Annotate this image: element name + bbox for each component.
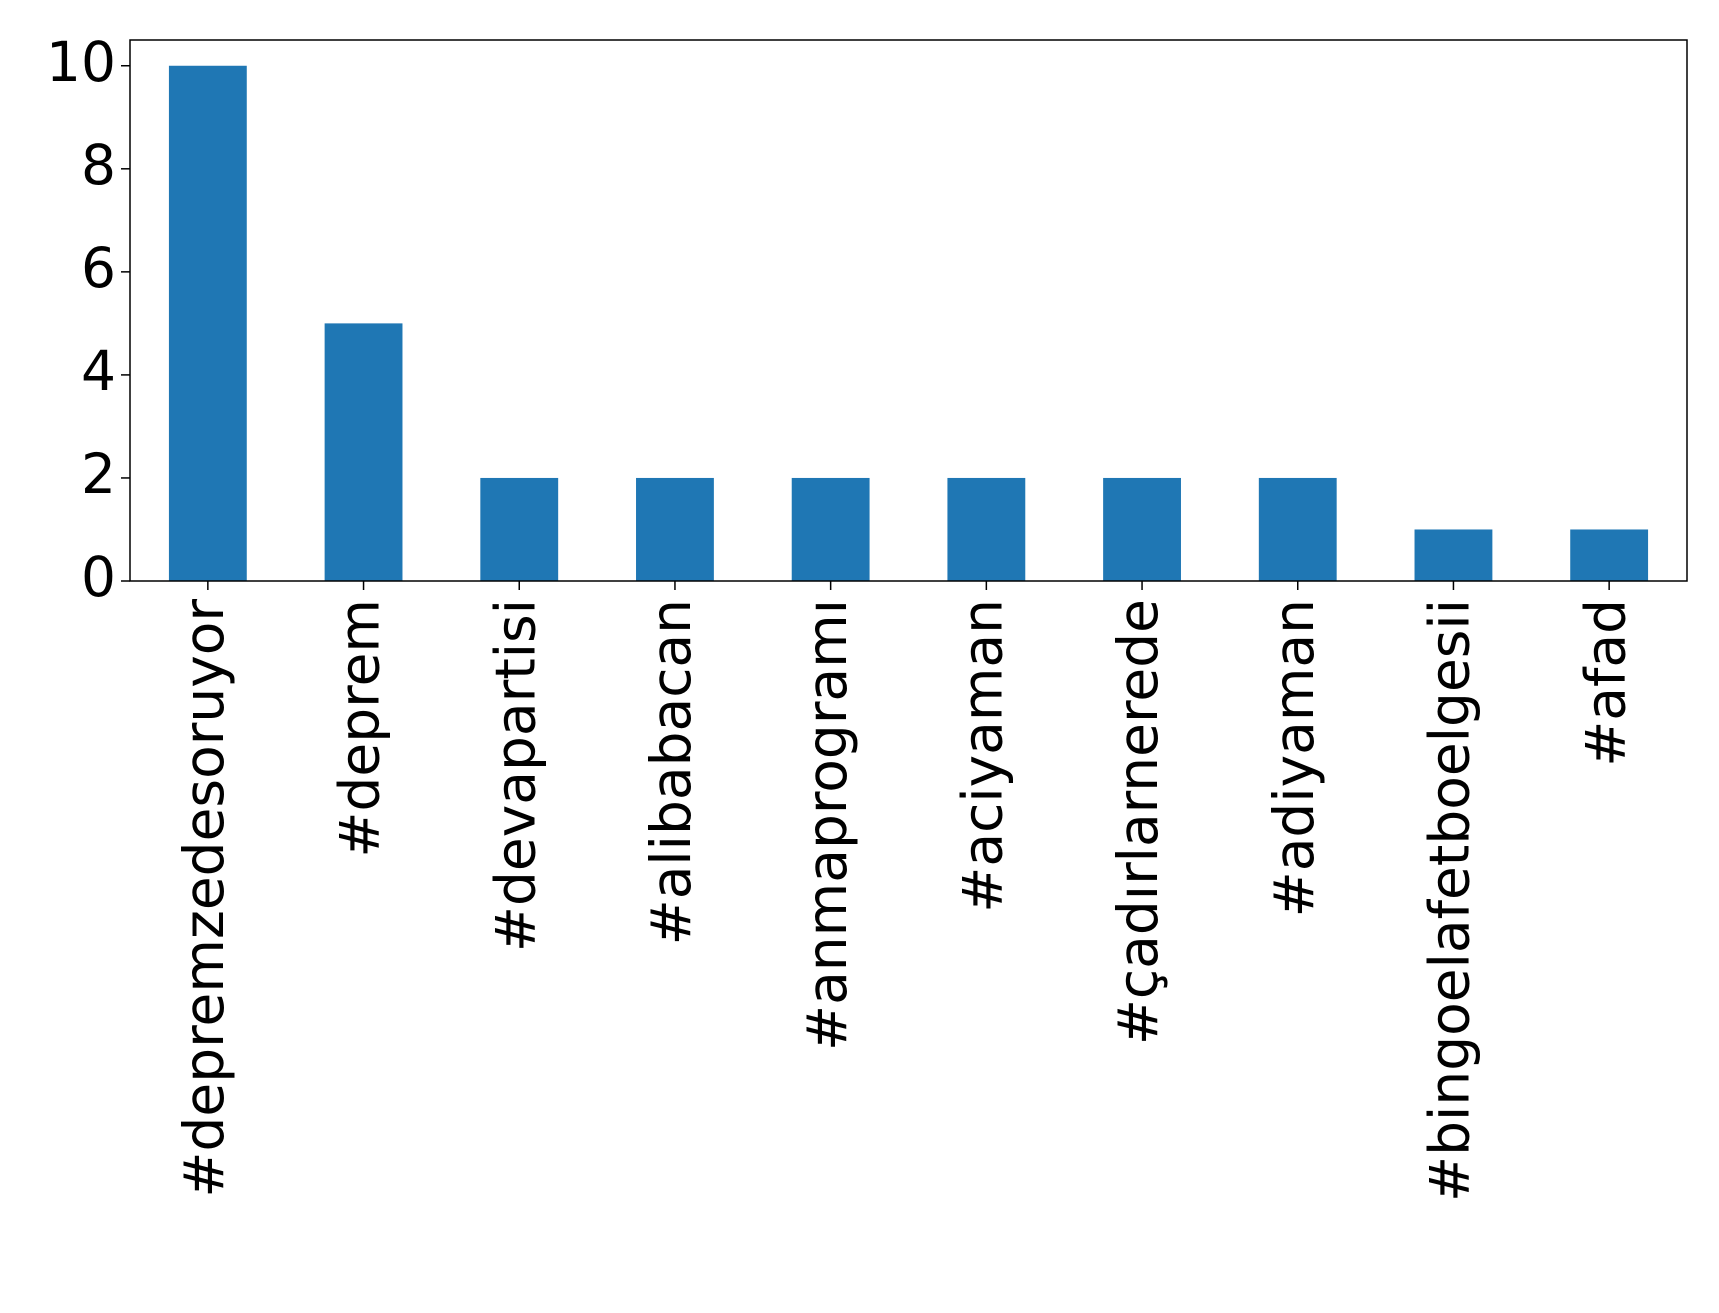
y-tick-label: 6 xyxy=(81,236,116,300)
plot-frame xyxy=(129,39,1688,582)
x-tick-label: #afad xyxy=(1573,599,1637,767)
bar xyxy=(168,65,247,581)
bar xyxy=(1414,529,1493,581)
bar xyxy=(1570,529,1649,581)
y-tick-label: 0 xyxy=(81,545,116,609)
x-tick-label: #depremzedesoruyor xyxy=(172,599,236,1198)
bar xyxy=(1258,477,1337,581)
x-tick-label: #alibabacan xyxy=(639,599,703,945)
x-tick-label: #deprem xyxy=(328,599,392,858)
x-tick-label: #aciyaman xyxy=(950,599,1014,913)
x-tick-label: #adiyaman xyxy=(1262,599,1326,917)
bar xyxy=(480,477,559,581)
bar xyxy=(1103,477,1181,581)
bar xyxy=(324,323,403,581)
x-tick-label: #anmaprogramı xyxy=(795,599,859,1051)
x-tick-label: #çadırlarnerede xyxy=(1106,599,1170,1045)
y-tick-label: 10 xyxy=(46,30,116,94)
bar xyxy=(947,477,1026,581)
bar xyxy=(791,477,870,581)
y-tick-label: 8 xyxy=(81,133,116,197)
y-tick-label: 2 xyxy=(81,442,116,506)
x-tick-label: #devapartisi xyxy=(483,599,547,952)
x-tick-label: #bingoelafetboelgesii xyxy=(1418,599,1482,1202)
bar xyxy=(636,477,714,581)
y-tick-label: 4 xyxy=(81,339,116,403)
